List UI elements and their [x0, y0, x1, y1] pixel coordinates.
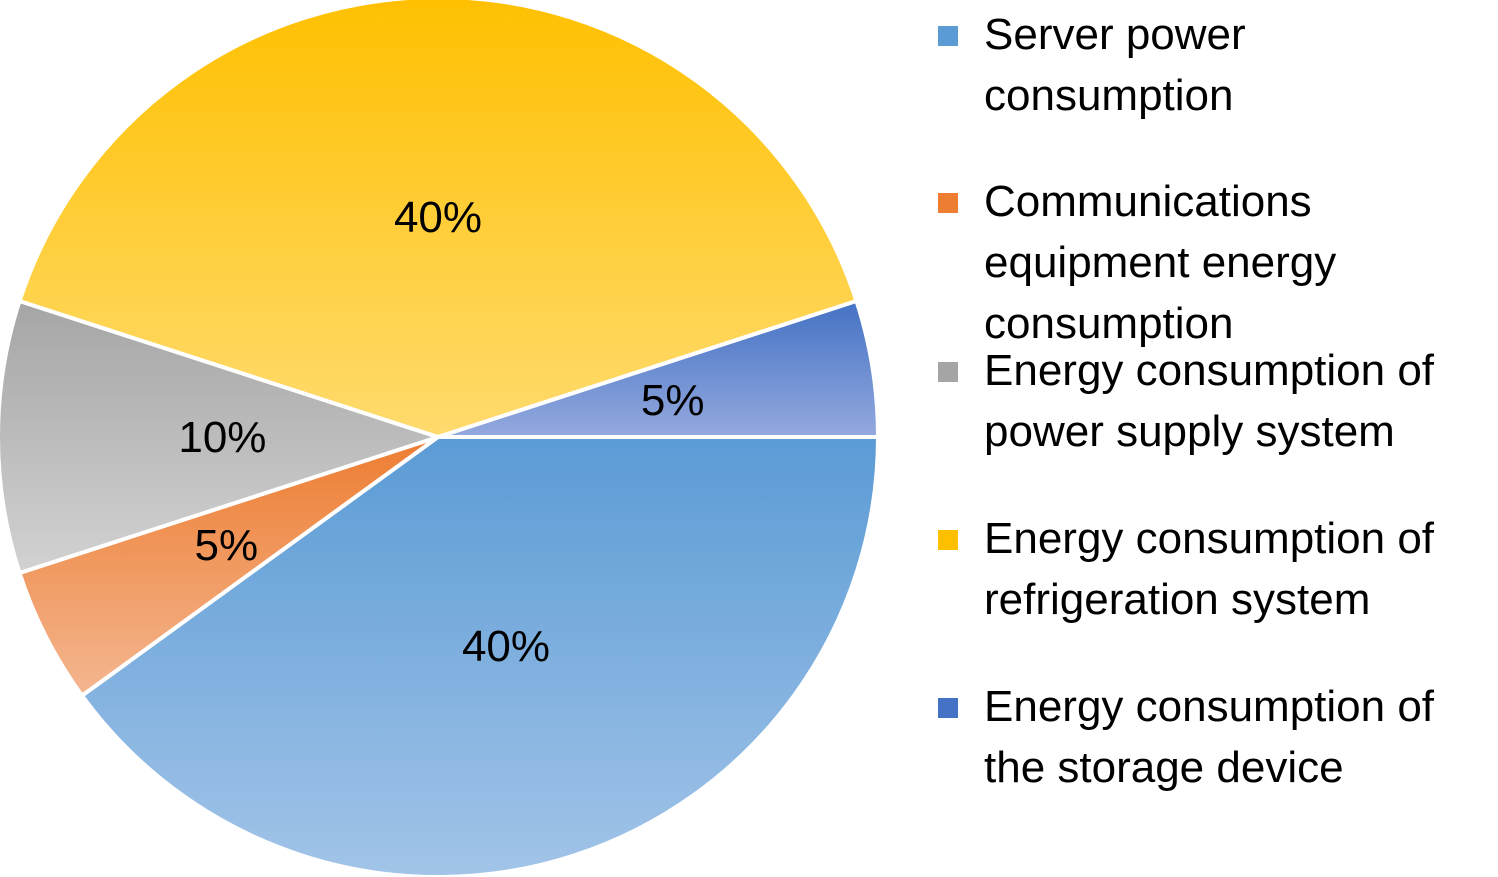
legend-line: refrigeration system: [984, 575, 1371, 624]
legend-swatch-server-power: [938, 26, 958, 46]
data-label-server-power-consumption: 40%: [462, 622, 550, 671]
legend-swatch-storage-device: [938, 698, 958, 718]
legend-line: Energy consumption of: [984, 682, 1435, 731]
data-label-communications-equipment-energy-consumption: 5%: [195, 521, 259, 570]
legend-label-storage-device: Energy consumption of the storage device: [984, 676, 1498, 798]
legend-label-communications-equipment: Communications equipment energy consumpt…: [984, 171, 1498, 354]
pie-slice-energy-consumption-of-refrigeration-system: [17, 0, 859, 439]
legend-line: consumption: [984, 71, 1234, 120]
pie-data-labels: 40% 5% 10% 40% 5%: [178, 193, 704, 671]
data-label-energy-consumption-of-refrigeration-system: 40%: [394, 193, 482, 242]
legend-label-refrigeration-system: Energy consumption of refrigeration syst…: [984, 508, 1498, 630]
legend-swatch-power-supply-system: [938, 362, 958, 382]
pie-slice-server-power-consumption: [80, 435, 880, 877]
legend-label-power-supply-system: Energy consumption of power supply syste…: [984, 340, 1498, 462]
legend-line: Server power: [984, 10, 1246, 59]
legend-line: power supply system: [984, 407, 1395, 456]
legend-line: Communications: [984, 177, 1312, 226]
pie-chart-plot: 40% 5% 10% 40% 5%: [0, 0, 880, 877]
legend-swatch-communications-equipment: [938, 193, 958, 213]
data-label-energy-consumption-of-power-supply-system: 10%: [178, 413, 266, 462]
pie-slice-energy-consumption-of-power-supply-system: [0, 299, 440, 575]
data-label-energy-consumption-of-the-storage-device: 5%: [641, 376, 705, 425]
legend-line: equipment energy: [984, 238, 1337, 287]
pie-slices: [0, 0, 880, 877]
legend-line: Energy consumption of: [984, 514, 1435, 563]
pie-slice-energy-consumption-of-the-storage-device: [436, 299, 880, 439]
chart-legend: Server power consumption Communications …: [938, 0, 1498, 877]
legend-label-server-power: Server power consumption: [984, 4, 1498, 126]
legend-line: Energy consumption of: [984, 346, 1435, 395]
legend-line: consumption: [984, 299, 1234, 348]
legend-swatch-refrigeration-system: [938, 530, 958, 550]
legend-line: the storage device: [984, 743, 1344, 792]
